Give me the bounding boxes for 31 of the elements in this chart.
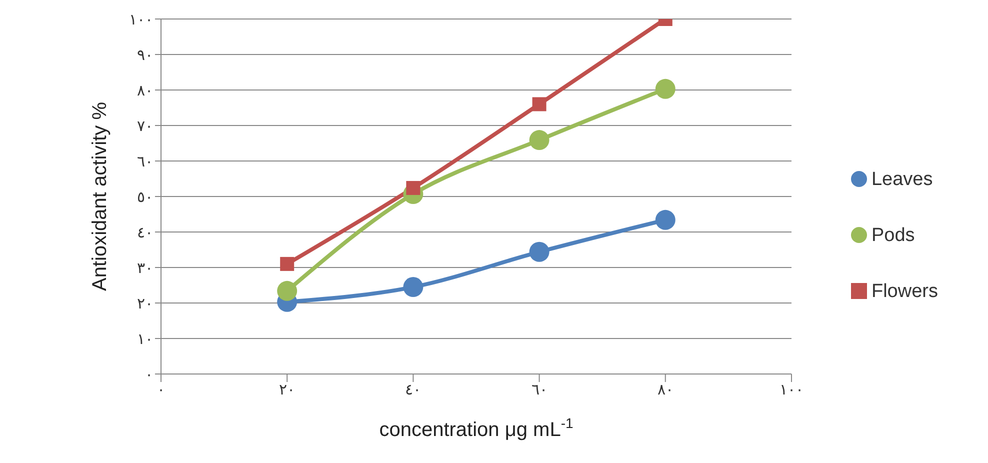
legend-label: Leaves — [871, 168, 933, 190]
x-axis-title: concentration μg mL$^{-1}$ — [379, 415, 574, 441]
point — [655, 210, 676, 230]
y-axis-title: Antioxidant activity % — [89, 102, 111, 291]
x-tick-label: ١٠٠ — [779, 382, 804, 399]
y-tick-label: ٩٠ — [137, 46, 153, 64]
y-tick-label: ٤٠ — [137, 224, 153, 242]
point — [403, 277, 424, 298]
point — [280, 256, 294, 271]
point — [532, 97, 546, 112]
point — [655, 78, 676, 99]
y-tick-label: ٨٠ — [137, 82, 153, 100]
y-tick-label: ٢٠ — [137, 295, 153, 312]
x-tick-label: ٦٠ — [531, 382, 548, 399]
y-tick-label: ٠ — [145, 366, 153, 384]
y-tick-label: ٥٠ — [137, 188, 153, 206]
point — [529, 242, 550, 262]
y-tick-label: ٧٠ — [137, 118, 153, 135]
x-tick-label: ٠ — [157, 382, 165, 399]
point — [277, 280, 298, 301]
y-tick-label: ١٠٠ — [129, 11, 153, 28]
x-tick-label: ٢٠ — [279, 382, 296, 399]
y-tick-label: ٣٠ — [137, 260, 153, 277]
y-tick-label: ٦٠ — [137, 153, 153, 170]
x-tick-label: ٤٠ — [405, 382, 422, 399]
point — [406, 180, 420, 195]
legend-label: Pods — [871, 224, 915, 246]
x-tick-label: ٨٠ — [657, 382, 674, 399]
y-tick-label: ١٠ — [137, 330, 153, 348]
point — [529, 130, 550, 150]
legend-label: Flowers — [871, 280, 938, 302]
